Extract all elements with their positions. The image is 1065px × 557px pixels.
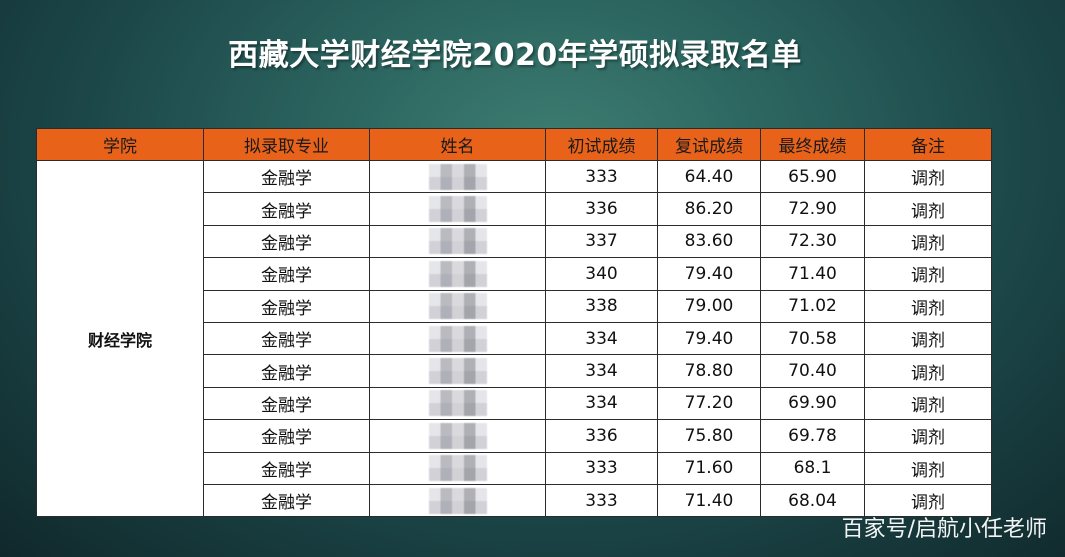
note-cell: 调剂 (864, 483, 992, 518)
major-cell: 金融学 (203, 224, 370, 259)
retest-score-cell: 86.20 (657, 192, 761, 226)
column-header-major: 拟录取专业 (203, 128, 370, 161)
redacted-name-mosaic (428, 487, 487, 514)
final-score-cell: 68.1 (760, 451, 865, 485)
table-row: 金融学 338 79.00 71.02 调剂 (37, 289, 992, 323)
watermark: 百家号/启航小任老师 (841, 517, 1047, 542)
retest-score-cell: 71.40 (657, 483, 761, 518)
final-score-cell: 68.04 (760, 483, 865, 518)
redacted-name-mosaic (428, 228, 487, 255)
initial-score-cell: 333 (545, 483, 658, 518)
major-cell: 金融学 (203, 451, 370, 485)
name-cell (369, 451, 546, 485)
initial-score-cell: 334 (545, 386, 658, 421)
retest-score-cell: 78.80 (657, 354, 761, 388)
retest-score-cell: 77.20 (657, 386, 761, 421)
final-score-cell: 72.30 (760, 224, 865, 259)
redacted-name-mosaic (428, 455, 487, 482)
redacted-name-mosaic (428, 422, 487, 449)
initial-score-cell: 336 (545, 419, 658, 453)
table-header-row: 学院 拟录取专业 姓名 初试成绩 复试成绩 最终成绩 备注 (36, 128, 992, 161)
retest-score-cell: 79.40 (657, 257, 761, 291)
major-cell: 金融学 (203, 354, 370, 388)
name-cell (369, 321, 546, 356)
note-cell: 调剂 (864, 354, 992, 388)
note-cell: 调剂 (864, 159, 992, 194)
name-cell (369, 483, 546, 518)
redacted-name-mosaic (428, 358, 487, 385)
major-cell: 金融学 (203, 257, 370, 291)
initial-score-cell: 340 (545, 257, 658, 291)
note-cell: 调剂 (864, 224, 992, 259)
initial-score-cell: 334 (545, 354, 658, 388)
table-row: 金融学 336 86.20 72.90 调剂 (37, 192, 992, 226)
column-header-initial-score: 初试成绩 (545, 128, 658, 161)
major-cell: 金融学 (203, 483, 370, 518)
name-cell (369, 257, 546, 291)
final-score-cell: 71.02 (760, 289, 865, 323)
major-cell: 金融学 (203, 289, 370, 323)
table-row: 金融学 334 79.40 70.58 调剂 (37, 321, 992, 356)
note-cell: 调剂 (864, 289, 992, 323)
retest-score-cell: 83.60 (657, 224, 761, 259)
table-body: 财经学院 金融学 333 64.40 65.90 调剂 金融学 336 86.20 72.90 调剂… (36, 159, 992, 518)
final-score-cell: 65.90 (760, 159, 865, 194)
final-score-cell: 70.58 (760, 321, 865, 356)
initial-score-cell: 338 (545, 289, 658, 323)
note-cell: 调剂 (864, 451, 992, 485)
page-title: 西藏大学财经学院2020年学硕拟录取名单 (228, 38, 802, 73)
final-score-cell: 69.78 (760, 419, 865, 453)
final-score-cell: 71.40 (760, 257, 865, 291)
retest-score-cell: 64.40 (657, 159, 761, 194)
retest-score-cell: 75.80 (657, 419, 761, 453)
initial-score-cell: 333 (545, 451, 658, 485)
initial-score-cell: 333 (545, 159, 658, 194)
table-row: 财经学院 金融学 333 64.40 65.90 调剂 (36, 159, 992, 518)
retest-score-cell: 79.40 (657, 321, 761, 356)
admission-table: 学院 拟录取专业 姓名 初试成绩 复试成绩 最终成绩 备注 财经学院 金融学 333… (36, 128, 992, 518)
major-cell: 金融学 (203, 321, 370, 356)
redacted-name-mosaic (428, 196, 487, 223)
note-cell: 调剂 (864, 419, 992, 453)
name-cell (369, 192, 546, 226)
redacted-name-mosaic (428, 390, 487, 417)
name-cell (369, 224, 546, 259)
redacted-name-mosaic (428, 293, 487, 320)
school-cell: 财经学院 (36, 159, 204, 518)
name-cell (369, 289, 546, 323)
column-header-name: 姓名 (369, 128, 546, 161)
table-row: 金融学 333 71.60 68.1 调剂 (37, 451, 992, 485)
note-cell: 调剂 (864, 257, 992, 291)
table-row: 金融学 337 83.60 72.30 调剂 (37, 224, 992, 259)
initial-score-cell: 334 (545, 321, 658, 356)
initial-score-cell: 336 (545, 192, 658, 226)
major-cell: 金融学 (203, 419, 370, 453)
initial-score-cell: 337 (545, 224, 658, 259)
final-score-cell: 69.90 (760, 386, 865, 421)
table-row: 金融学 334 77.20 69.90 调剂 (37, 386, 992, 421)
retest-score-cell: 79.00 (657, 289, 761, 323)
major-cell: 金融学 (203, 192, 370, 226)
note-cell: 调剂 (864, 321, 992, 356)
table-row: 金融学 333 71.40 68.04 调剂 (37, 483, 992, 518)
name-cell (369, 159, 546, 194)
final-score-cell: 72.90 (760, 192, 865, 226)
column-header-final-score: 最终成绩 (760, 128, 865, 161)
redacted-name-mosaic (428, 163, 487, 190)
name-cell (369, 386, 546, 421)
note-cell: 调剂 (864, 192, 992, 226)
column-header-note: 备注 (864, 128, 992, 161)
major-cell: 金融学 (203, 386, 370, 421)
redacted-name-mosaic (428, 325, 487, 352)
major-cell: 金融学 (203, 159, 370, 194)
note-cell: 调剂 (864, 386, 992, 421)
redacted-name-mosaic (428, 260, 487, 287)
name-cell (369, 419, 546, 453)
column-header-school: 学院 (36, 128, 204, 161)
final-score-cell: 70.40 (760, 354, 865, 388)
retest-score-cell: 71.60 (657, 451, 761, 485)
name-cell (369, 354, 546, 388)
column-header-retest-score: 复试成绩 (657, 128, 761, 161)
